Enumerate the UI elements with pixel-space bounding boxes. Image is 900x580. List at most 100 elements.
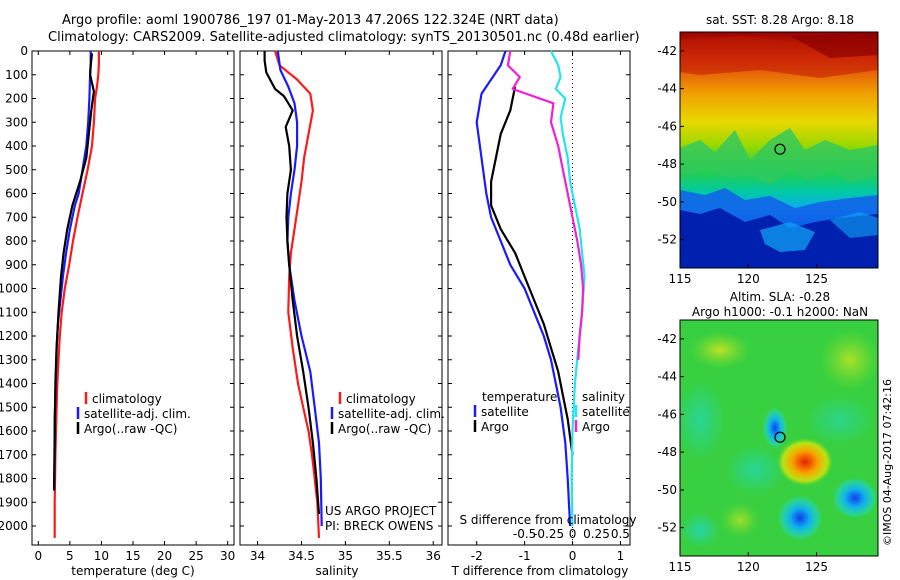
difference-legend: temperature salinity satellite Argo sate… — [473, 390, 630, 434]
sla_map-xtick-label: 125 — [805, 560, 828, 574]
sla-map-frame — [679, 319, 879, 557]
s-difference-tick-label: -0.25 — [533, 527, 564, 541]
salinity-panel: 34 34.5 35 35.5 36 salinity climatology sate… — [239, 50, 445, 578]
difference-series-line-2 — [550, 50, 586, 527]
sla-map-title-line-1: Altim. SLA: -0.28 — [730, 290, 830, 304]
depth-tick-label: 1600 — [0, 424, 28, 438]
depth-tick-label: 1100 — [0, 305, 28, 319]
sst_map-xtick-label: 125 — [805, 272, 828, 286]
depth-tick-label: 1900 — [0, 495, 28, 509]
depth-tick-label: 1000 — [0, 282, 28, 296]
depth-tick-label: 100 — [5, 68, 28, 82]
depth-tick-label: 200 — [5, 92, 28, 106]
salinity-xtick-label: 36 — [426, 549, 441, 563]
temperature-xtick-label: 5 — [66, 549, 74, 563]
salinity-xtick-label: 34 — [250, 549, 265, 563]
depth-tick-label: 500 — [5, 163, 28, 177]
argo-position-marker — [774, 431, 786, 443]
difference-series-line-0 — [475, 50, 572, 527]
salinity-legend-satellite: satellite-adj. clim. — [338, 407, 445, 421]
salinity-xtick-label: 35 — [338, 549, 353, 563]
salinity-series-line-0 — [274, 50, 321, 538]
depth-tick-label: 2000 — [0, 519, 28, 533]
temperature-series-line-2 — [53, 53, 95, 491]
sla_map-ytick-label: -50 — [657, 483, 677, 497]
sst-map: sat. SST: 8.28 Argo: 8.18 115 120 125 -42 -4… — [657, 13, 879, 286]
sst-map-frame — [679, 31, 879, 269]
salinity-legend-argo: Argo(..raw -QC) — [338, 422, 431, 436]
sst-map-title: sat. SST: 8.28 Argo: 8.18 — [706, 13, 854, 27]
s-difference-tick-label: 0 — [569, 527, 577, 541]
salinity-legend-climatology: climatology — [346, 392, 416, 406]
sla_map-xtick-label: 115 — [669, 560, 692, 574]
depth-tick-label: 1400 — [0, 377, 28, 391]
copyright-stamp: ©IMOS 04-Aug-2017 07:42:16 — [881, 379, 894, 546]
temperature-legend-argo: Argo(..raw -QC) — [84, 422, 177, 436]
temperature-xtick-label: 20 — [157, 549, 172, 563]
depth-tick-label: 700 — [5, 210, 28, 224]
salinity-legend: climatology satellite-adj. clim. Argo(..… — [330, 392, 445, 436]
sst_map-ytick-label: -48 — [657, 157, 677, 171]
depth-tick-label: 900 — [5, 258, 28, 272]
temperature-series-line-0 — [53, 51, 100, 538]
depth-tick-label: 0 — [20, 44, 28, 58]
temperature-xlabel: temperature (deg C) — [71, 564, 194, 578]
depth-tick-label: 600 — [5, 187, 28, 201]
legend-t-satellite: satellite — [481, 405, 529, 419]
legend-temperature-title: temperature — [482, 390, 557, 404]
temperature-xtick-label: 0 — [34, 549, 42, 563]
depth-tick-label: 1500 — [0, 400, 28, 414]
sla_map-ytick-label: -44 — [657, 370, 677, 384]
temperature-legend-climatology: climatology — [92, 392, 162, 406]
depth-tick-label: 800 — [5, 234, 28, 248]
sla_map-ytick-label: -48 — [657, 445, 677, 459]
legend-t-argo: Argo — [481, 420, 509, 434]
title-line-1: Argo profile: aoml 1900786_197 01-May-20… — [62, 13, 559, 28]
sst_map-ytick-label: -52 — [657, 233, 677, 247]
legend-s-argo: Argo — [582, 420, 610, 434]
difference-series-line-1 — [490, 86, 574, 455]
difference-series-line-3 — [506, 50, 585, 360]
sla_map-xtick-label: 120 — [737, 560, 760, 574]
difference-axes-frame — [447, 50, 631, 546]
s-difference-tick-label: -0.5 — [513, 527, 536, 541]
depth-tick-label: 1700 — [0, 448, 28, 462]
legend-salinity-title: salinity — [582, 390, 625, 404]
sla-map: Altim. SLA: -0.28 Argo h1000: -0.1 h2000… — [657, 290, 879, 574]
sst_map-ytick-label: -46 — [657, 119, 677, 133]
s-difference-tick-label: 0.25 — [583, 527, 610, 541]
sst_map-ytick-label: -42 — [657, 44, 677, 58]
sst_map-xtick-label: 120 — [737, 272, 760, 286]
temperature-axes-frame — [31, 50, 235, 546]
t-difference-xlabel: T difference from climatology — [451, 564, 629, 578]
sla_map-ytick-label: -46 — [657, 407, 677, 421]
depth-tick-label: 1800 — [0, 472, 28, 486]
sla_map-ytick-label: -52 — [657, 521, 677, 535]
depth-tick-label: 400 — [5, 139, 28, 153]
temperature-xtick-label: 25 — [188, 549, 203, 563]
sla_map-ytick-label: -42 — [657, 332, 677, 346]
difference-xtick-label: -2 — [471, 549, 483, 563]
sla-heatmap-image — [680, 320, 878, 556]
s-difference-tick-label: 0.5 — [611, 527, 630, 541]
difference-panel: -2 -1 0 1 S difference from climatology -0.… — [447, 50, 637, 578]
s-difference-label: S difference from climatology — [460, 513, 637, 527]
temperature-xtick-label: 10 — [94, 549, 109, 563]
sst-heatmap-image — [680, 32, 878, 268]
difference-xtick-label: -1 — [519, 549, 531, 563]
salinity-series-line-2 — [263, 51, 321, 515]
depth-tick-label: 1300 — [0, 353, 28, 367]
difference-xtick-label: 0 — [569, 549, 577, 563]
salinity-xlabel: salinity — [315, 564, 358, 578]
sla-map-title-line-2: Argo h1000: -0.1 h2000: NaN — [692, 305, 868, 319]
temperature-legend-satellite: satellite-adj. clim. — [84, 407, 191, 421]
sst_map-ytick-label: -50 — [657, 195, 677, 209]
project-annotation: US ARGO PROJECT — [325, 504, 437, 518]
legend-s-satellite: satellite — [582, 405, 630, 419]
difference-xtick-label: 1 — [617, 549, 625, 563]
depth-tick-label: 300 — [5, 115, 28, 129]
salinity-axes-frame — [239, 50, 443, 546]
argo-position-marker — [774, 143, 786, 155]
temperature-xtick-label: 30 — [220, 549, 235, 563]
